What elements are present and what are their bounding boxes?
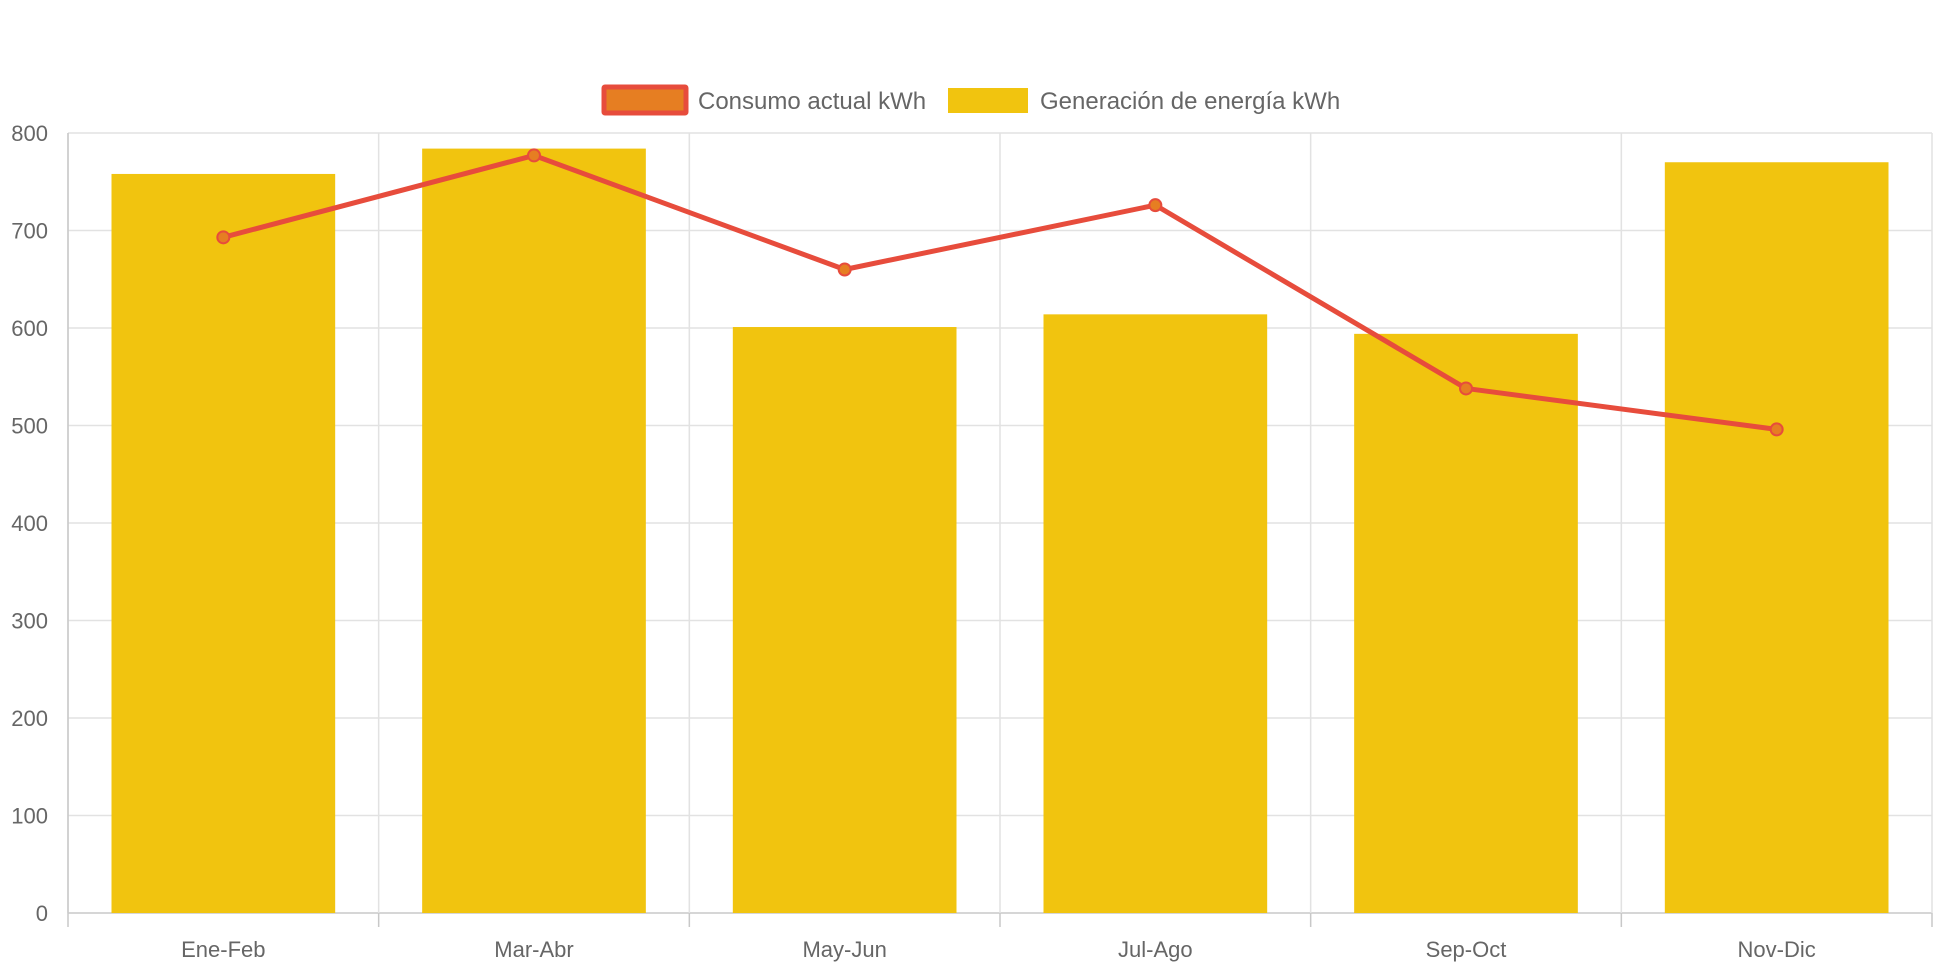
axes: 0 100 200 300 400 500 600 700 800 Ene-Feb Mar-Abr M… — [11, 121, 1933, 962]
bar-Sep-Oct[interactable] — [1354, 333, 1578, 914]
point-Ene-Feb[interactable] — [216, 230, 231, 245]
legend-label-consumo: Consumo actual kWh — [698, 88, 926, 115]
y-tick-label: 500 — [11, 414, 48, 439]
x-tick-label: May-Jun — [802, 937, 886, 962]
legend-swatch-consumo — [601, 84, 689, 116]
y-tick-label: 100 — [11, 804, 48, 829]
point-Jul-Ago[interactable] — [1148, 198, 1163, 213]
x-tick-label: Nov-Dic — [1738, 937, 1816, 962]
point-Nov-Dic[interactable] — [1769, 422, 1784, 437]
legend-label-generacion: Generación de energía kWh — [1040, 88, 1340, 115]
point-May-Jun[interactable] — [837, 262, 852, 277]
y-tick-label: 700 — [11, 219, 48, 244]
y-tick-label: 600 — [11, 316, 48, 341]
legend[interactable]: Consumo actual kWh Generación de energía… — [601, 84, 1340, 116]
point-Sep-Oct[interactable] — [1459, 381, 1473, 396]
x-tick-label: Sep-Oct — [1426, 937, 1507, 962]
y-tick-label: 0 — [36, 901, 48, 926]
consumo-line — [222, 152, 1777, 432]
line-series — [216, 148, 1784, 437]
point-Mar-Abr[interactable] — [527, 148, 541, 163]
y-tick-label: 400 — [11, 511, 48, 536]
bar-Mar-Abr[interactable] — [422, 148, 646, 914]
bar-series — [111, 148, 1889, 914]
x-tick-label: Ene-Feb — [181, 937, 265, 962]
bar-Ene-Feb[interactable] — [111, 173, 336, 913]
bar-Nov-Dic[interactable] — [1664, 162, 1889, 913]
legend-swatch-generacion — [948, 88, 1028, 113]
y-tick-label: 800 — [11, 121, 48, 146]
x-tick-label: Mar-Abr — [494, 937, 573, 962]
y-tick-label: 300 — [11, 609, 48, 634]
y-tick-label: 200 — [11, 706, 48, 731]
grid — [67, 132, 1933, 914]
legend-item-generacion[interactable]: Generación de energía kWh — [948, 88, 1340, 115]
bar-May-Jun[interactable] — [732, 327, 957, 913]
x-tick-label: Jul-Ago — [1118, 937, 1193, 962]
bar-Jul-Ago[interactable] — [1043, 314, 1268, 914]
legend-item-consumo[interactable]: Consumo actual kWh — [601, 84, 926, 116]
